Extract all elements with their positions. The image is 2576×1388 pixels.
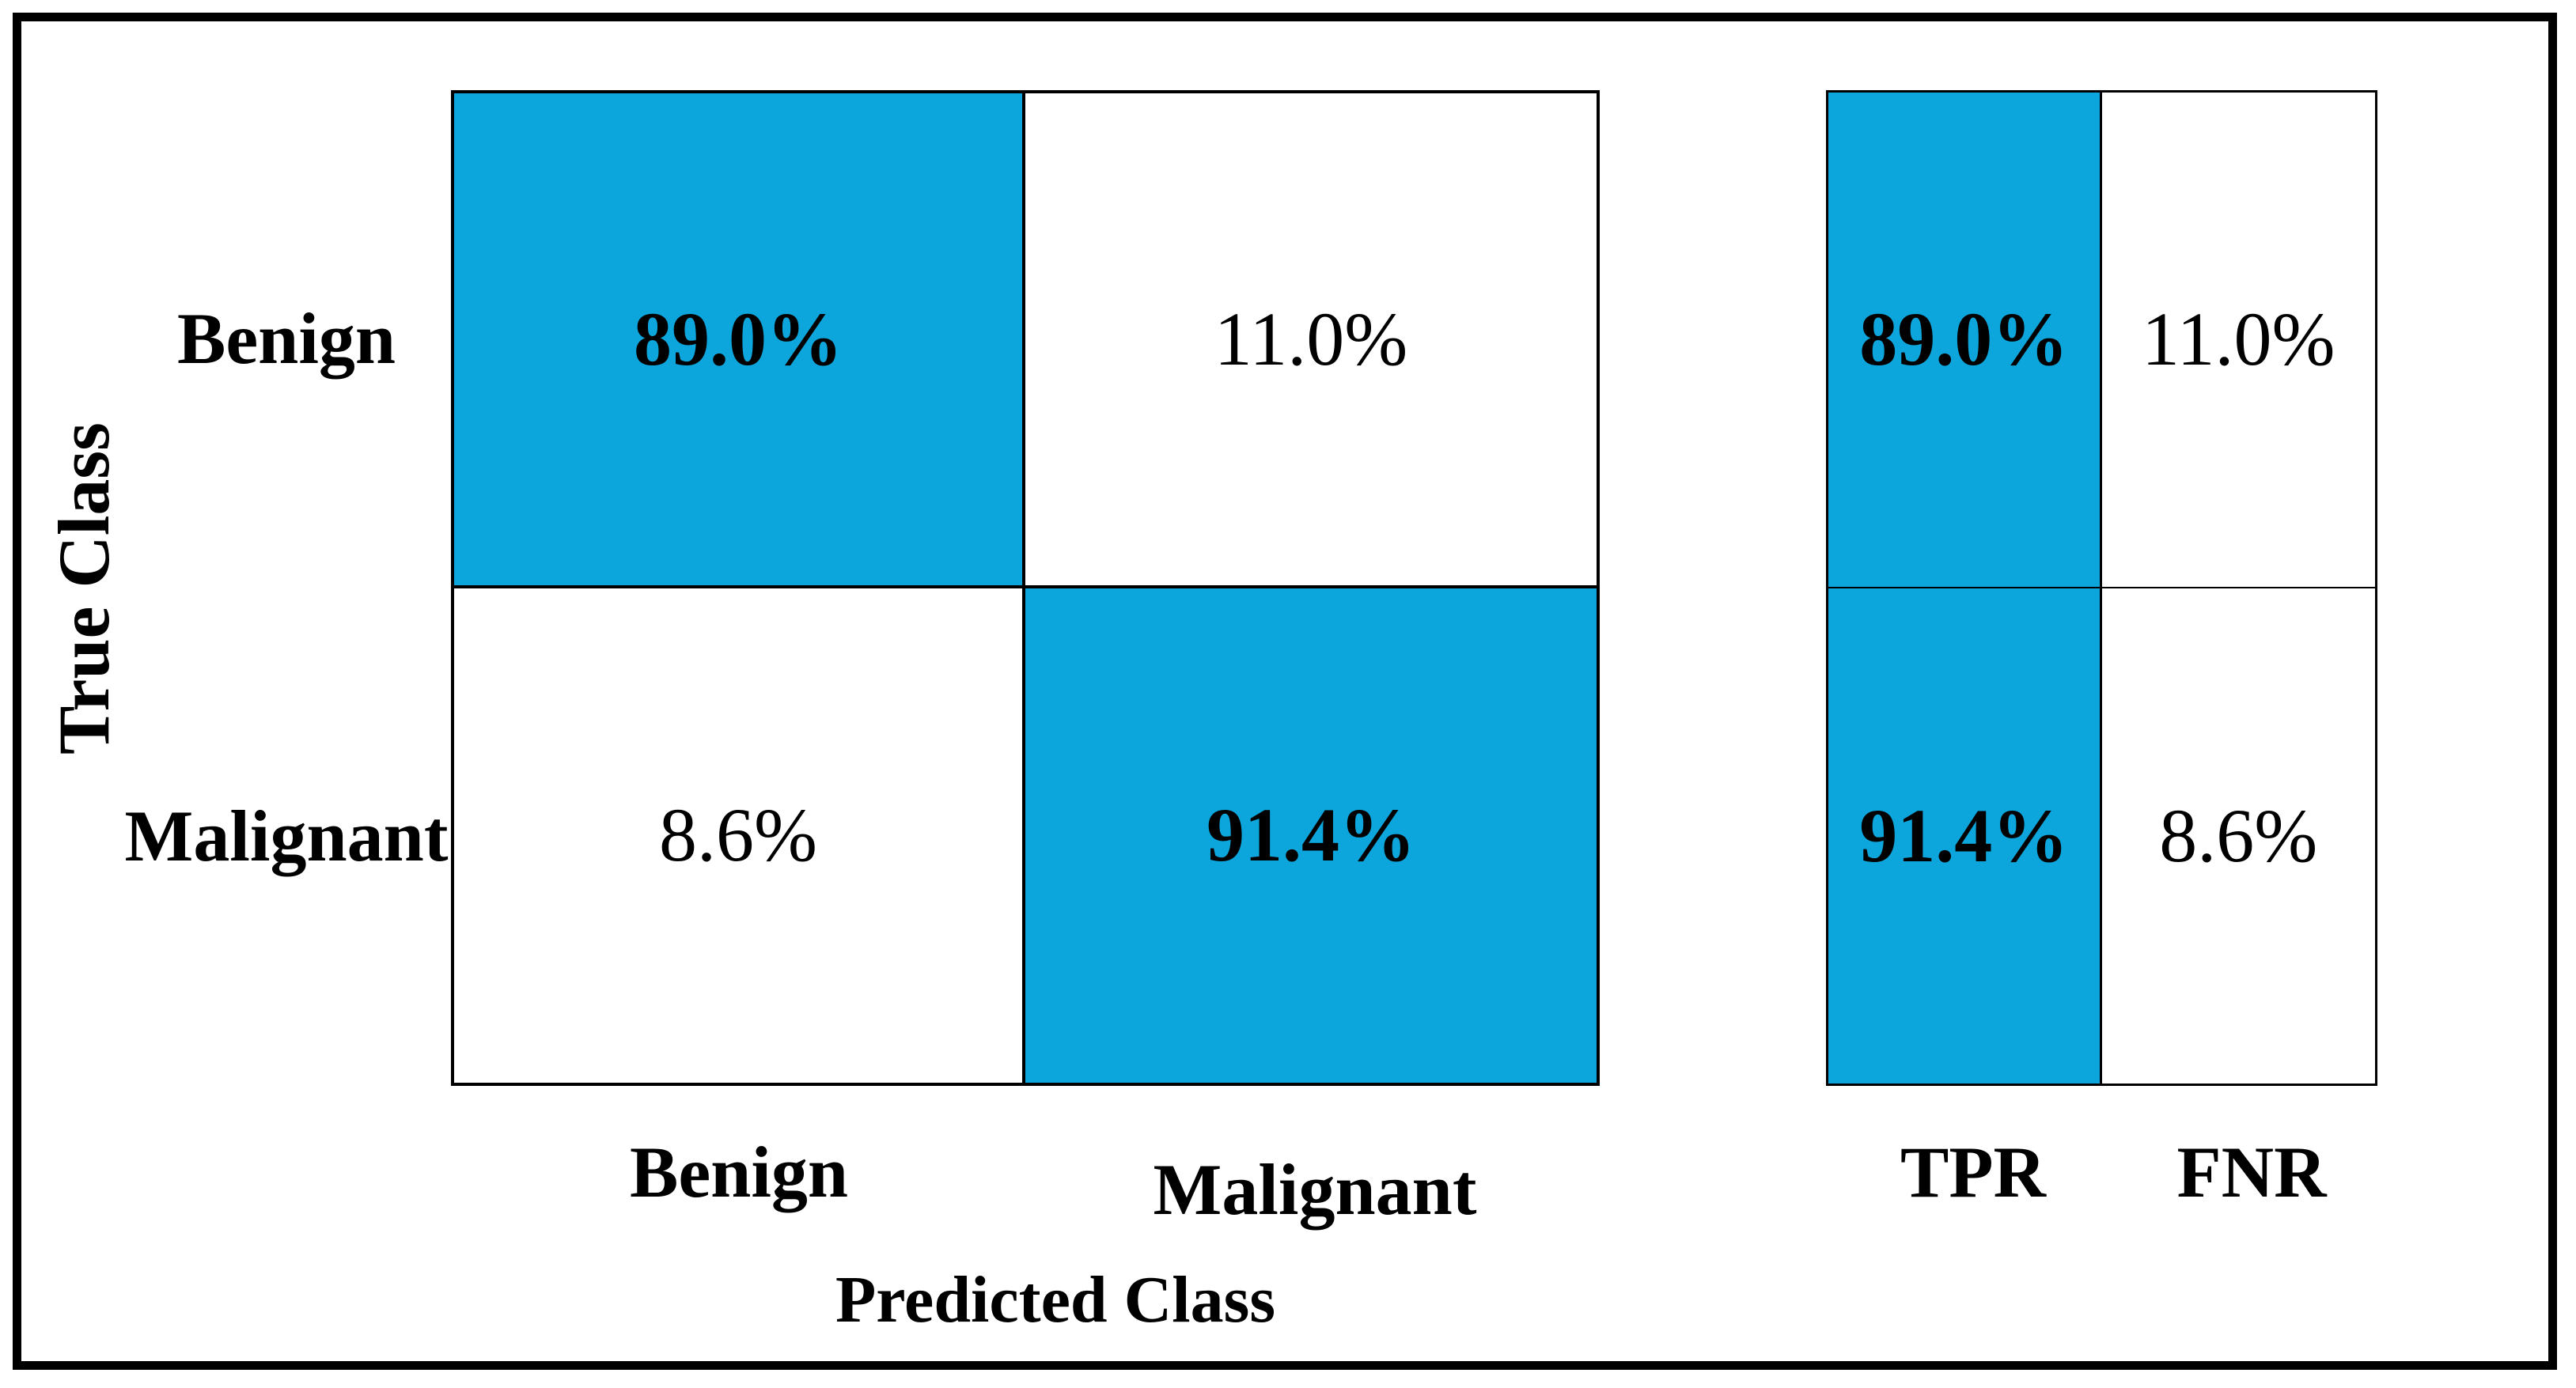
cell-value: 11.0% bbox=[1214, 296, 1408, 381]
cell-true-benign-pred-malignant: 11.0% bbox=[1025, 93, 1597, 588]
cell-true-benign-pred-benign: 89.0% bbox=[454, 93, 1025, 588]
y-axis-label: True Class bbox=[44, 422, 124, 755]
summary-cell-benign-fnr: 11.0% bbox=[2101, 93, 2375, 588]
summary-cell-malignant-fnr: 8.6% bbox=[2101, 588, 2375, 1084]
summary-cell-benign-tpr: 89.0% bbox=[1828, 93, 2102, 588]
cell-value: 91.4% bbox=[1207, 792, 1415, 878]
cell-value: 89.0% bbox=[634, 296, 843, 381]
x-axis-label: Predicted Class bbox=[835, 1263, 1276, 1337]
cell-true-malignant-pred-benign: 8.6% bbox=[454, 588, 1025, 1083]
cell-true-malignant-pred-malignant: 91.4% bbox=[1025, 588, 1597, 1083]
cell-value: 11.0% bbox=[2142, 297, 2335, 382]
col-label-malignant: Malignant bbox=[1153, 1149, 1477, 1230]
summary-panel: 89.0% 11.0% 91.4% 8.6% bbox=[1826, 90, 2377, 1086]
cell-value: 8.6% bbox=[659, 792, 817, 878]
col-label-benign: Benign bbox=[629, 1132, 849, 1212]
row-label-malignant: Malignant bbox=[124, 796, 449, 876]
summary-col-label-fnr: FNR bbox=[2176, 1132, 2327, 1212]
confusion-matrix: 89.0% 11.0% 8.6% 91.4% bbox=[451, 90, 1600, 1086]
summary-col-label-tpr: TPR bbox=[1900, 1132, 2046, 1212]
figure-border bbox=[13, 13, 2557, 1370]
summary-cell-malignant-tpr: 91.4% bbox=[1828, 588, 2102, 1084]
cell-value: 89.0% bbox=[1859, 297, 2069, 382]
cell-value: 8.6% bbox=[2159, 792, 2318, 878]
cell-value: 91.4% bbox=[1859, 792, 2069, 878]
row-label-benign: Benign bbox=[176, 298, 396, 379]
